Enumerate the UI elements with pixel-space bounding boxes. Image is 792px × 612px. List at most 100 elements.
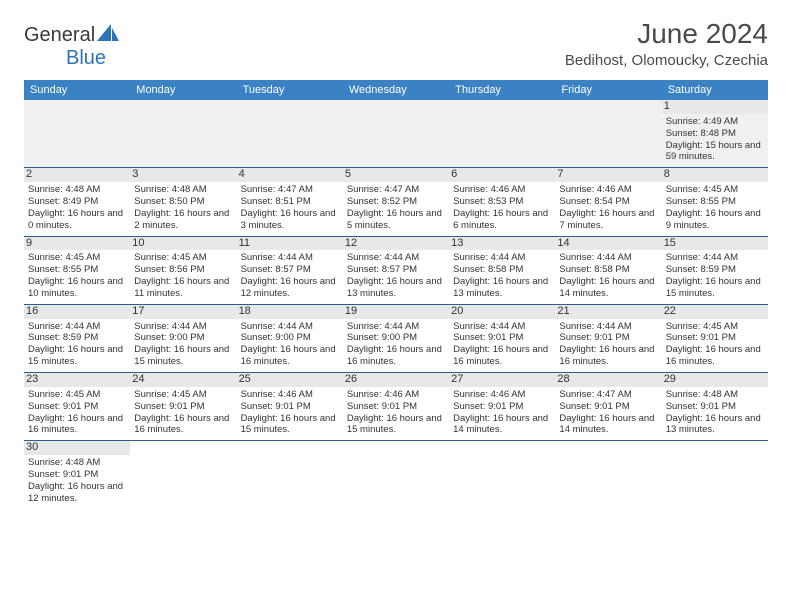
- header: General Blue June 2024 Bedihost, Olomouc…: [24, 18, 768, 70]
- daylight-line: Daylight: 16 hours and 16 minutes.: [453, 344, 551, 368]
- calendar-cell: 22Sunrise: 4:45 AMSunset: 9:01 PMDayligh…: [662, 304, 768, 372]
- daylight-line: Daylight: 16 hours and 15 minutes.: [28, 344, 126, 368]
- logo-word-blue: Blue: [66, 47, 106, 69]
- sunset-line: Sunset: 8:53 PM: [453, 196, 551, 208]
- calendar-cell-empty: [130, 441, 236, 509]
- sunset-line: Sunset: 9:00 PM: [241, 332, 339, 344]
- calendar-cell: 20Sunrise: 4:44 AMSunset: 9:01 PMDayligh…: [449, 304, 555, 372]
- sunrise-line: Sunrise: 4:48 AM: [28, 184, 126, 196]
- sunset-line: Sunset: 9:01 PM: [453, 332, 551, 344]
- daylight-line: Daylight: 16 hours and 13 minutes.: [666, 413, 764, 437]
- day-number: 15: [662, 237, 768, 251]
- calendar-body: 1Sunrise: 4:49 AMSunset: 8:48 PMDaylight…: [24, 100, 768, 509]
- sunset-line: Sunset: 9:01 PM: [453, 401, 551, 413]
- sunrise-line: Sunrise: 4:44 AM: [453, 252, 551, 264]
- sunrise-line: Sunrise: 4:44 AM: [241, 252, 339, 264]
- weekday-header: Monday: [130, 80, 236, 100]
- calendar-cell: 14Sunrise: 4:44 AMSunset: 8:58 PMDayligh…: [555, 236, 661, 304]
- calendar-table: SundayMondayTuesdayWednesdayThursdayFrid…: [24, 80, 768, 509]
- sunset-line: Sunset: 9:01 PM: [559, 332, 657, 344]
- sunset-line: Sunset: 8:59 PM: [666, 264, 764, 276]
- day-number: 23: [24, 373, 130, 387]
- day-number: 6: [449, 168, 555, 182]
- daylight-line: Daylight: 16 hours and 12 minutes.: [28, 481, 126, 505]
- daylight-line: Daylight: 16 hours and 15 minutes.: [347, 413, 445, 437]
- sunset-line: Sunset: 9:01 PM: [347, 401, 445, 413]
- sunset-line: Sunset: 9:01 PM: [666, 401, 764, 413]
- weekday-header: Friday: [555, 80, 661, 100]
- sunset-line: Sunset: 9:01 PM: [28, 469, 126, 481]
- daylight-line: Daylight: 15 hours and 59 minutes.: [666, 140, 764, 164]
- weekday-header: Saturday: [662, 80, 768, 100]
- day-number: 13: [449, 237, 555, 251]
- sunset-line: Sunset: 9:01 PM: [666, 332, 764, 344]
- daylight-line: Daylight: 16 hours and 0 minutes.: [28, 208, 126, 232]
- sunrise-line: Sunrise: 4:46 AM: [347, 389, 445, 401]
- calendar-row: 1Sunrise: 4:49 AMSunset: 8:48 PMDaylight…: [24, 100, 768, 168]
- calendar-cell: 13Sunrise: 4:44 AMSunset: 8:58 PMDayligh…: [449, 236, 555, 304]
- sunrise-line: Sunrise: 4:44 AM: [28, 321, 126, 333]
- calendar-cell: 28Sunrise: 4:47 AMSunset: 9:01 PMDayligh…: [555, 373, 661, 441]
- sunset-line: Sunset: 9:01 PM: [28, 401, 126, 413]
- calendar-cell-empty: [130, 100, 236, 168]
- sunset-line: Sunset: 8:51 PM: [241, 196, 339, 208]
- sunset-line: Sunset: 8:50 PM: [134, 196, 232, 208]
- sunset-line: Sunset: 8:48 PM: [666, 128, 764, 140]
- sunrise-line: Sunrise: 4:45 AM: [134, 252, 232, 264]
- calendar-cell: 23Sunrise: 4:45 AMSunset: 9:01 PMDayligh…: [24, 373, 130, 441]
- sunrise-line: Sunrise: 4:45 AM: [134, 389, 232, 401]
- calendar-head: SundayMondayTuesdayWednesdayThursdayFrid…: [24, 80, 768, 100]
- calendar-cell: 15Sunrise: 4:44 AMSunset: 8:59 PMDayligh…: [662, 236, 768, 304]
- sunrise-line: Sunrise: 4:44 AM: [666, 252, 764, 264]
- day-number: 16: [24, 305, 130, 319]
- daylight-line: Daylight: 16 hours and 16 minutes.: [134, 413, 232, 437]
- daylight-line: Daylight: 16 hours and 5 minutes.: [347, 208, 445, 232]
- calendar-row: 30Sunrise: 4:48 AMSunset: 9:01 PMDayligh…: [24, 441, 768, 509]
- logo-text: General Blue: [24, 24, 119, 70]
- logo: General Blue: [24, 18, 119, 70]
- sunrise-line: Sunrise: 4:44 AM: [347, 321, 445, 333]
- calendar-cell-empty: [237, 441, 343, 509]
- weekday-header: Thursday: [449, 80, 555, 100]
- day-number: 14: [555, 237, 661, 251]
- sunrise-line: Sunrise: 4:46 AM: [241, 389, 339, 401]
- calendar-cell-empty: [24, 100, 130, 168]
- calendar-cell-empty: [237, 100, 343, 168]
- weekday-header: Sunday: [24, 80, 130, 100]
- sunrise-line: Sunrise: 4:48 AM: [134, 184, 232, 196]
- daylight-line: Daylight: 16 hours and 9 minutes.: [666, 208, 764, 232]
- calendar-cell: 11Sunrise: 4:44 AMSunset: 8:57 PMDayligh…: [237, 236, 343, 304]
- sunset-line: Sunset: 8:59 PM: [28, 332, 126, 344]
- daylight-line: Daylight: 16 hours and 7 minutes.: [559, 208, 657, 232]
- calendar-cell: 19Sunrise: 4:44 AMSunset: 9:00 PMDayligh…: [343, 304, 449, 372]
- sunrise-line: Sunrise: 4:44 AM: [134, 321, 232, 333]
- daylight-line: Daylight: 16 hours and 13 minutes.: [453, 276, 551, 300]
- sunrise-line: Sunrise: 4:46 AM: [453, 389, 551, 401]
- sunrise-line: Sunrise: 4:47 AM: [559, 389, 657, 401]
- sunrise-line: Sunrise: 4:46 AM: [453, 184, 551, 196]
- sunrise-line: Sunrise: 4:48 AM: [28, 457, 126, 469]
- daylight-line: Daylight: 16 hours and 15 minutes.: [134, 344, 232, 368]
- day-number: 26: [343, 373, 449, 387]
- sunset-line: Sunset: 9:00 PM: [347, 332, 445, 344]
- sunset-line: Sunset: 9:01 PM: [134, 401, 232, 413]
- daylight-line: Daylight: 16 hours and 2 minutes.: [134, 208, 232, 232]
- sunset-line: Sunset: 8:58 PM: [559, 264, 657, 276]
- calendar-cell: 12Sunrise: 4:44 AMSunset: 8:57 PMDayligh…: [343, 236, 449, 304]
- daylight-line: Daylight: 16 hours and 6 minutes.: [453, 208, 551, 232]
- sunrise-line: Sunrise: 4:47 AM: [241, 184, 339, 196]
- sunrise-line: Sunrise: 4:45 AM: [666, 184, 764, 196]
- day-number: 10: [130, 237, 236, 251]
- sunset-line: Sunset: 9:01 PM: [241, 401, 339, 413]
- daylight-line: Daylight: 16 hours and 16 minutes.: [241, 344, 339, 368]
- day-number: 11: [237, 237, 343, 251]
- day-number: 1: [662, 100, 768, 114]
- daylight-line: Daylight: 16 hours and 14 minutes.: [559, 413, 657, 437]
- sunset-line: Sunset: 8:49 PM: [28, 196, 126, 208]
- sunrise-line: Sunrise: 4:46 AM: [559, 184, 657, 196]
- day-number: 8: [662, 168, 768, 182]
- sunset-line: Sunset: 8:55 PM: [28, 264, 126, 276]
- sunset-line: Sunset: 8:56 PM: [134, 264, 232, 276]
- calendar-cell: 30Sunrise: 4:48 AMSunset: 9:01 PMDayligh…: [24, 441, 130, 509]
- day-number: 20: [449, 305, 555, 319]
